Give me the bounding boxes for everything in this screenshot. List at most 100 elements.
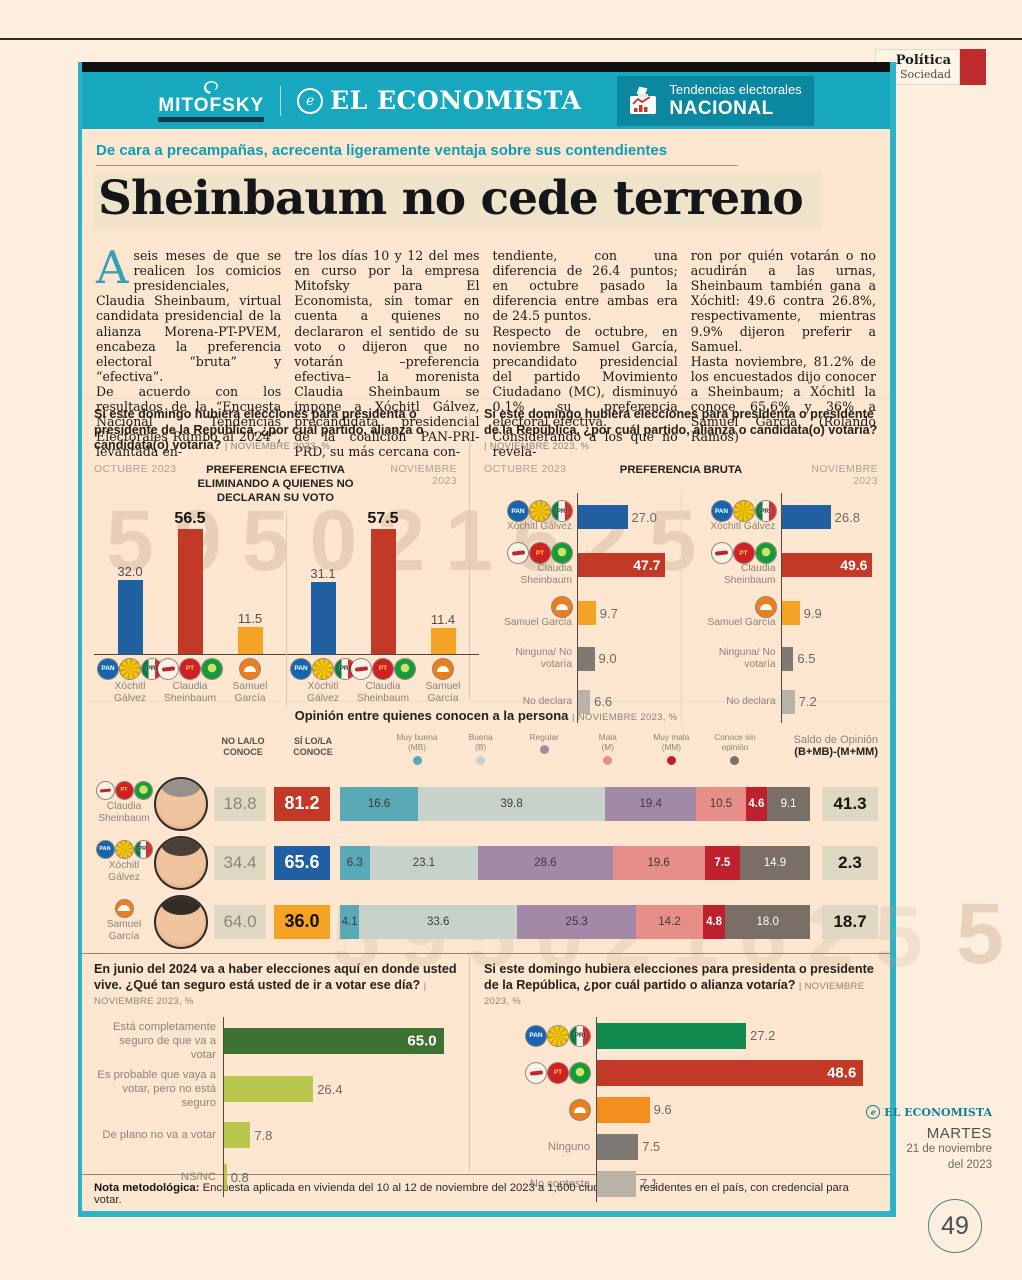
article-col-4-text: ron por quién votarán o no acudirán a la… (690, 248, 876, 445)
prd-icon (548, 1025, 568, 1046)
candidate-name: Samuel García (106, 918, 142, 942)
pri-icon: PRI (755, 501, 776, 522)
segment-sin-opinion: 18.0 (725, 904, 810, 939)
avatar-claudia-sheinbaum (154, 776, 208, 831)
legend-label: Muy buena (396, 732, 438, 742)
opinion-row-sheinbaum: PT Claudia Sheinbaum 18.8 81.2 16.6 39.8 … (94, 774, 878, 833)
segment-mala: 19.6 (612, 845, 705, 880)
category-xochitl: PAN PRI Xóchitl Gálvez (98, 658, 162, 706)
chart-title: En junio del 2024 va a haber elecciones … (94, 962, 457, 1009)
row-sheinbaum: PT Claudia Sheinbaum 49.6 (688, 541, 879, 590)
morena-icon (526, 1062, 546, 1083)
pt-icon: PT (733, 543, 754, 564)
pan-icon: PAN (711, 501, 732, 522)
el-economista-logo: e EL ECONOMISTA (297, 86, 581, 115)
row-label: De plano no va a votar (102, 1129, 216, 1142)
chart-period: | NOVIEMBRE 2023, % (94, 980, 427, 1008)
opinion-header: Opinión entre quienes conocen a la perso… (94, 708, 878, 774)
chart-title-text: Si este domingo hubiera elecciones para … (94, 407, 424, 453)
saldo-header: Saldo de Opinión (B+MB)-(M+MM) (794, 734, 878, 758)
row-garcia: Samuel García 9.9 (688, 589, 879, 638)
prd-icon (733, 501, 754, 522)
bar-value: 7.8 (254, 1127, 273, 1143)
pvem-icon (755, 543, 776, 564)
segment-muy-buena: 16.6 (340, 786, 419, 821)
bar-value: 48.6 (827, 1064, 857, 1082)
month-label-left: OCTUBRE 2023 (484, 463, 567, 476)
black-bar (82, 62, 890, 72)
row-label: Xóchitl Gálvez (506, 521, 572, 533)
row-label: No contesta (529, 1177, 590, 1190)
methodology-note: Nota metodológica: Encuesta aplicada en … (82, 1174, 890, 1206)
bar-sheinbaum-nov: 57.5 (356, 510, 410, 654)
main-panel: 595021625 595021625 MITOFSKY e EL ECONOM… (78, 62, 922, 1217)
bar-garcia-oct: 11.5 (223, 510, 277, 654)
bar-value: 27.2 (750, 1028, 776, 1044)
pri-icon: PRI (570, 1025, 590, 1046)
segment-muy-mala: 4.8 (702, 904, 726, 939)
row-nodeclara: No declara 7.2 (688, 680, 879, 724)
prd-icon (120, 658, 140, 679)
legend-label2: (MB) (408, 742, 426, 753)
mc-icon (433, 658, 453, 679)
chart-opinion: Opinión entre quienes conocen a la perso… (82, 701, 890, 953)
bar-value: 47.7 (633, 557, 661, 574)
november-group: 31.1 57.5 11.4 PAN PRI Xóchitl Gálvez PT Cl… (287, 510, 479, 706)
bar-value: 57.5 (367, 509, 399, 527)
legend-dot (412, 755, 422, 765)
chart-seguro-votar: En junio del 2024 va a haber elecciones … (82, 954, 470, 1198)
article-col-2-text: tre los días 10 y 12 del mes en curso po… (294, 248, 480, 460)
date-line2: del 2023 (947, 1158, 992, 1171)
row-morena-pt-pvem: PT 48.6 (484, 1054, 878, 1092)
chart-header: OCTUBRE 2023 PREFERENCIA BRUTA NOVIEMBRE… (484, 463, 878, 487)
no-conoce-value: 64.0 (214, 904, 266, 939)
chart-period: | NOVIEMBRE 2023, % (484, 980, 865, 1008)
pri-icon: PRI (142, 658, 162, 679)
month-label-right: NOVIEMBRE 2023 (811, 463, 878, 488)
bar-value: 11.5 (237, 611, 263, 627)
pan-icon: PAN (508, 501, 528, 522)
category-label: Xóchitl Gálvez (306, 680, 340, 705)
bar-value: 32.0 (117, 563, 143, 579)
pri-icon: PRI (134, 840, 152, 858)
segment-regular: 25.3 (517, 904, 637, 939)
segment-regular: 28.6 (478, 845, 613, 880)
row-sheinbaum: PT Claudia Sheinbaum 47.7 (484, 541, 675, 590)
no-conoce-value: 18.8 (214, 786, 266, 821)
row-pan-prd-pri: PAN PRI 27.2 (484, 1017, 878, 1055)
pt-icon: PT (115, 781, 133, 799)
opinion-stacked-bar: 16.6 39.8 19.4 10.5 4.6 9.1 (340, 786, 810, 821)
article-col-4: ron por quién votarán o no acudirán a la… (691, 248, 876, 444)
legend-dot (730, 755, 740, 765)
col-header-si-conoce: SÍ LO/LA CONOCE (293, 736, 333, 758)
dropcap: A (96, 241, 129, 294)
category-sheinbaum: PT Claudia Sheinbaum (351, 658, 415, 706)
sidebar-brand-text: EL ECONOMISTA (884, 1105, 992, 1119)
row-nsnc: NS/NC 0.8 (94, 1157, 457, 1198)
row-garcia: Samuel García 9.7 (484, 589, 675, 638)
row-label: Es probable que vaya a votar, pero no es… (97, 1069, 216, 1110)
month-label-left: OCTUBRE 2023 (94, 463, 177, 476)
chart-preferencia-efectiva: Si este domingo hubiera elecciones para … (82, 399, 479, 706)
headline: Sheinbaum no cede terreno (94, 172, 821, 230)
legend-muy-buena: Muy buena (MB) (390, 732, 444, 765)
segment-muy-mala: 7.5 (704, 845, 740, 880)
right-sidebar: e EL ECONOMISTA MARTES 21 de noviembre de… (862, 1105, 992, 1254)
bar-value: 9.6 (653, 1102, 672, 1118)
row-xochitl: PAN PRI Xóchitl Gálvez 27.0 (484, 493, 675, 542)
pvem-icon (395, 658, 415, 679)
row-label: Samuel García (504, 617, 572, 629)
category-garcia: Samuel García (413, 658, 473, 706)
category-label: Samuel García (232, 680, 268, 705)
section-tab-red-block (960, 49, 986, 85)
opinion-row-garcia: Samuel García 64.0 36.0 4.1 33.6 25.3 14… (94, 892, 878, 951)
avatar-xochitl-galvez (154, 835, 208, 890)
avatar-samuel-garcia (154, 894, 208, 949)
mitofsky-logo: MITOFSKY (158, 80, 265, 122)
bar-value: 56.5 (174, 509, 206, 527)
pt-icon: PT (373, 658, 393, 679)
bar-plot: 32.0 56.5 11.5 PAN PRI Xóchitl Gálvez PT Cl… (94, 509, 479, 706)
note-label: Nota metodológica: (94, 1182, 200, 1194)
segment-mala: 10.5 (696, 786, 746, 821)
badge-text: Tendencias electorales NACIONAL (669, 82, 801, 120)
